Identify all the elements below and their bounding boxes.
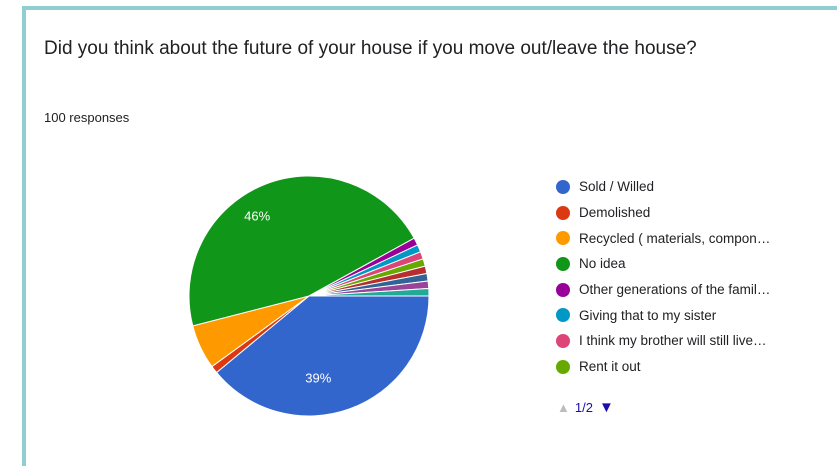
slice-data-label-3: 46%: [244, 209, 270, 224]
legend-label: Sold / Willed: [579, 179, 655, 195]
legend-label: I think my brother will still live…: [579, 333, 767, 349]
legend-label: No idea: [579, 256, 626, 272]
legend-swatch-icon: [556, 231, 570, 246]
chart-legend: Sold / Willed Demolished Recycled ( materi…: [556, 174, 826, 380]
legend-swatch-icon: [556, 282, 570, 297]
legend-item[interactable]: Sold / Willed: [556, 174, 826, 200]
pie-slice-3[interactable]: [188, 175, 415, 327]
legend-swatch-icon: [556, 256, 570, 271]
legend-item[interactable]: I think my brother will still live…: [556, 328, 826, 354]
question-title: Did you think about the future of your h…: [44, 38, 697, 59]
legend-item[interactable]: Giving that to my sister: [556, 302, 826, 328]
legend-label: Demolished: [579, 205, 651, 221]
legend-label: Other generations of the famil…: [579, 282, 771, 298]
legend-swatch-icon: [556, 205, 570, 220]
slice-data-label-0: 39%: [305, 370, 331, 385]
legend-label: Giving that to my sister: [579, 307, 717, 323]
triangle-up-icon[interactable]: ▲: [557, 400, 570, 415]
pie-slice-11[interactable]: [308, 287, 430, 297]
legend-label: Recycled ( materials, compon…: [579, 230, 771, 246]
legend-swatch-icon: [556, 308, 570, 323]
legend-item[interactable]: Other generations of the famil…: [556, 277, 826, 303]
pager-text: 1/2: [574, 400, 593, 415]
pie-slice-0[interactable]: [215, 295, 430, 417]
response-count: 100 responses: [44, 110, 130, 125]
legend-item[interactable]: Rent it out: [556, 354, 826, 380]
card-frame: [22, 6, 837, 466]
legend-swatch-icon: [556, 333, 570, 348]
legend-swatch-icon: [556, 359, 570, 374]
legend-swatch-icon: [556, 179, 570, 194]
legend-item[interactable]: Demolished: [556, 200, 826, 226]
legend-label: Rent it out: [579, 359, 641, 375]
pie-chart: 39% 46%: [188, 175, 430, 417]
triangle-down-icon[interactable]: ▼: [598, 399, 614, 416]
legend-item[interactable]: Recycled ( materials, compon…: [556, 225, 826, 251]
legend-pager: ▲ 1/2 ▼: [557, 399, 614, 416]
legend-item[interactable]: No idea: [556, 251, 826, 277]
